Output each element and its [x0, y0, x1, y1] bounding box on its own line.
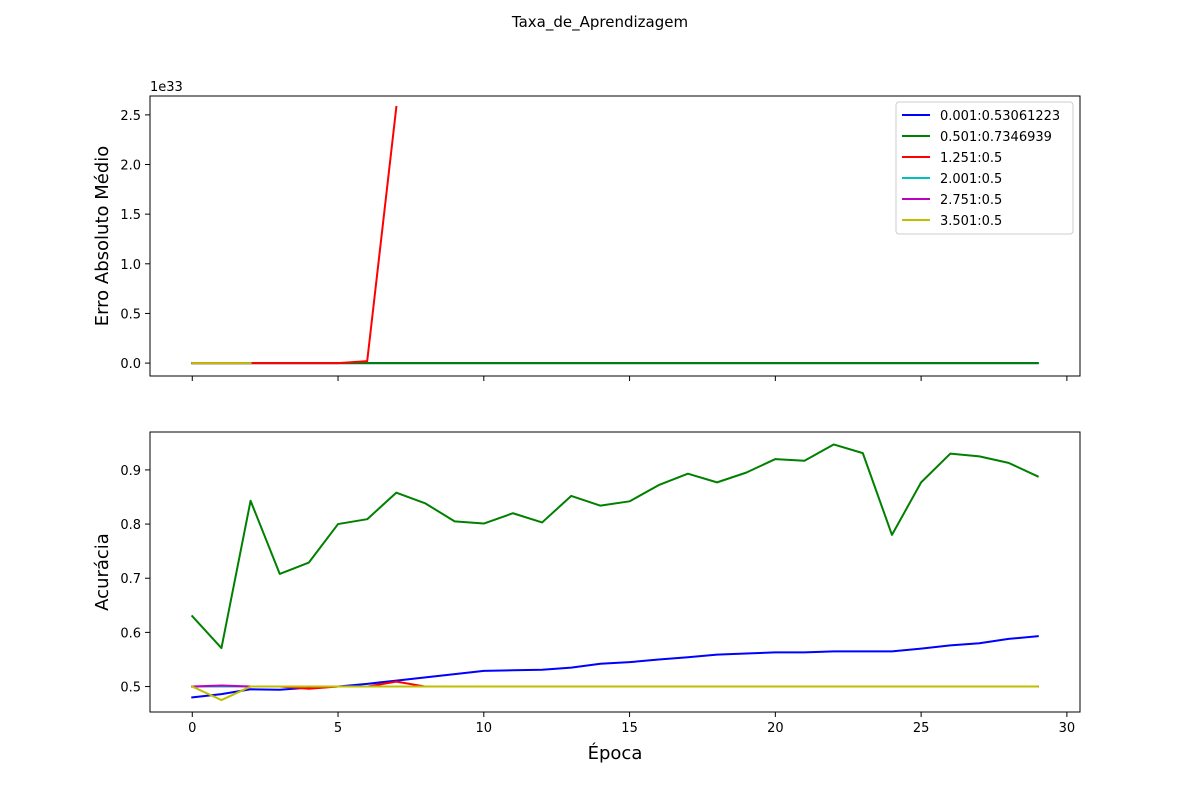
series-line-3-501-0-5: [190, 685, 1039, 702]
y-tick-label: 2.5: [120, 109, 141, 124]
y-tick-label: 0.5: [120, 681, 141, 696]
legend-label: 2.001:0.5: [940, 172, 1002, 187]
y-tick-label: 0.0: [120, 357, 141, 372]
x-tick-label: 30: [1059, 721, 1076, 736]
x-tick-label: 20: [767, 721, 784, 736]
series-line-0-501-0-7346939: [190, 443, 1040, 650]
legend-label: 0.501:0.7346939: [940, 130, 1052, 145]
axes-frame: [149, 95, 1081, 377]
y-tick-label: 0.5: [120, 307, 141, 322]
legend-label: 0.001:0.53061223: [940, 109, 1060, 124]
x-tick-label: 10: [476, 721, 493, 736]
y-axis-label: Acurácia: [92, 533, 113, 611]
x-tick-label: 25: [913, 721, 930, 736]
y-tick-label: 2.0: [120, 159, 141, 174]
legend: 0.001:0.53061223 0.501:0.7346939 1.251:0.5…: [895, 101, 1074, 235]
series-layer: [191, 105, 1039, 365]
plot-accuracy: 0 5 10 15 20 25 30 0.5 0.6 0.7 0.8 0.9 Acurácia Épo…: [92, 431, 1081, 764]
ticks-layer: 0.0 0.5 1.0 1.5 2.0 2.5: [120, 109, 1068, 381]
x-tick-label: 15: [621, 721, 638, 736]
axes-frame: [149, 431, 1081, 713]
series-layer: [190, 443, 1040, 702]
y-tick-label: 1.5: [120, 208, 141, 223]
legend-box: [895, 101, 1074, 235]
x-tick-label: 0: [188, 721, 196, 736]
y-tick-label: 1.0: [120, 258, 141, 273]
x-tick-label: 5: [334, 721, 342, 736]
series-line-1-251-0-5: [191, 680, 1039, 690]
x-axis-label: Época: [588, 742, 643, 764]
y-tick-label: 0.6: [120, 626, 141, 641]
y-axis-label: Erro Absoluto Médio: [92, 146, 113, 327]
legend-label: 2.751:0.5: [940, 193, 1002, 208]
y-tick-label: 0.8: [120, 518, 141, 533]
y-tick-label: 0.9: [120, 464, 141, 479]
y-axis-scale-label: 1e33: [150, 80, 183, 95]
legend-label: 1.251:0.5: [940, 151, 1002, 166]
ticks-layer: 0 5 10 15 20 25 30 0.5 0.6 0.7 0.8 0.9: [120, 464, 1075, 736]
plot-mean-absolute-error: 0.0 0.5 1.0 1.5 2.0 2.5 Erro Absoluto Médio 1…: [92, 80, 1081, 381]
legend-label: 3.501:0.5: [940, 214, 1002, 229]
figure-title: Taxa_de_Aprendizagem: [511, 13, 688, 32]
y-tick-label: 0.7: [120, 572, 141, 587]
series-line-1-251-0-5: [191, 105, 398, 365]
